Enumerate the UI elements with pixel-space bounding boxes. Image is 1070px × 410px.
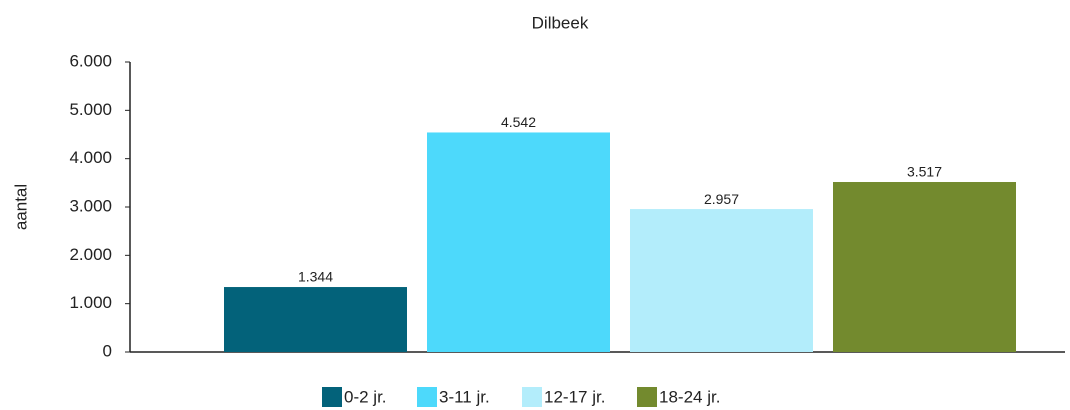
y-tick-label: 5.000 [69, 100, 112, 119]
bar [630, 209, 813, 352]
bar [833, 182, 1016, 352]
legend-swatch [522, 387, 542, 407]
legend-label: 18-24 jr. [659, 387, 720, 406]
chart-subtitle: Dilbeek [532, 13, 589, 32]
value-label: 1.344 [298, 269, 333, 285]
y-tick-label: 4.000 [69, 148, 112, 167]
y-axis-label: aantal [11, 184, 30, 230]
bar [224, 287, 407, 352]
legend-label: 12-17 jr. [544, 387, 605, 406]
bar [427, 132, 610, 352]
y-tick-label: 2.000 [69, 245, 112, 264]
value-label: 4.542 [501, 114, 536, 130]
legend-label: 3-11 jr. [439, 387, 490, 406]
legend-swatch [417, 387, 437, 407]
y-tick-label: 6.000 [69, 51, 112, 70]
legend-label: 0-2 jr. [344, 387, 387, 406]
y-tick-label: 1.000 [69, 293, 112, 312]
y-tick-label: 3.000 [69, 196, 112, 215]
y-tick-label: 0 [103, 341, 112, 360]
value-label: 2.957 [704, 191, 739, 207]
legend-swatch [322, 387, 342, 407]
legend-swatch [637, 387, 657, 407]
value-label: 3.517 [907, 164, 942, 180]
